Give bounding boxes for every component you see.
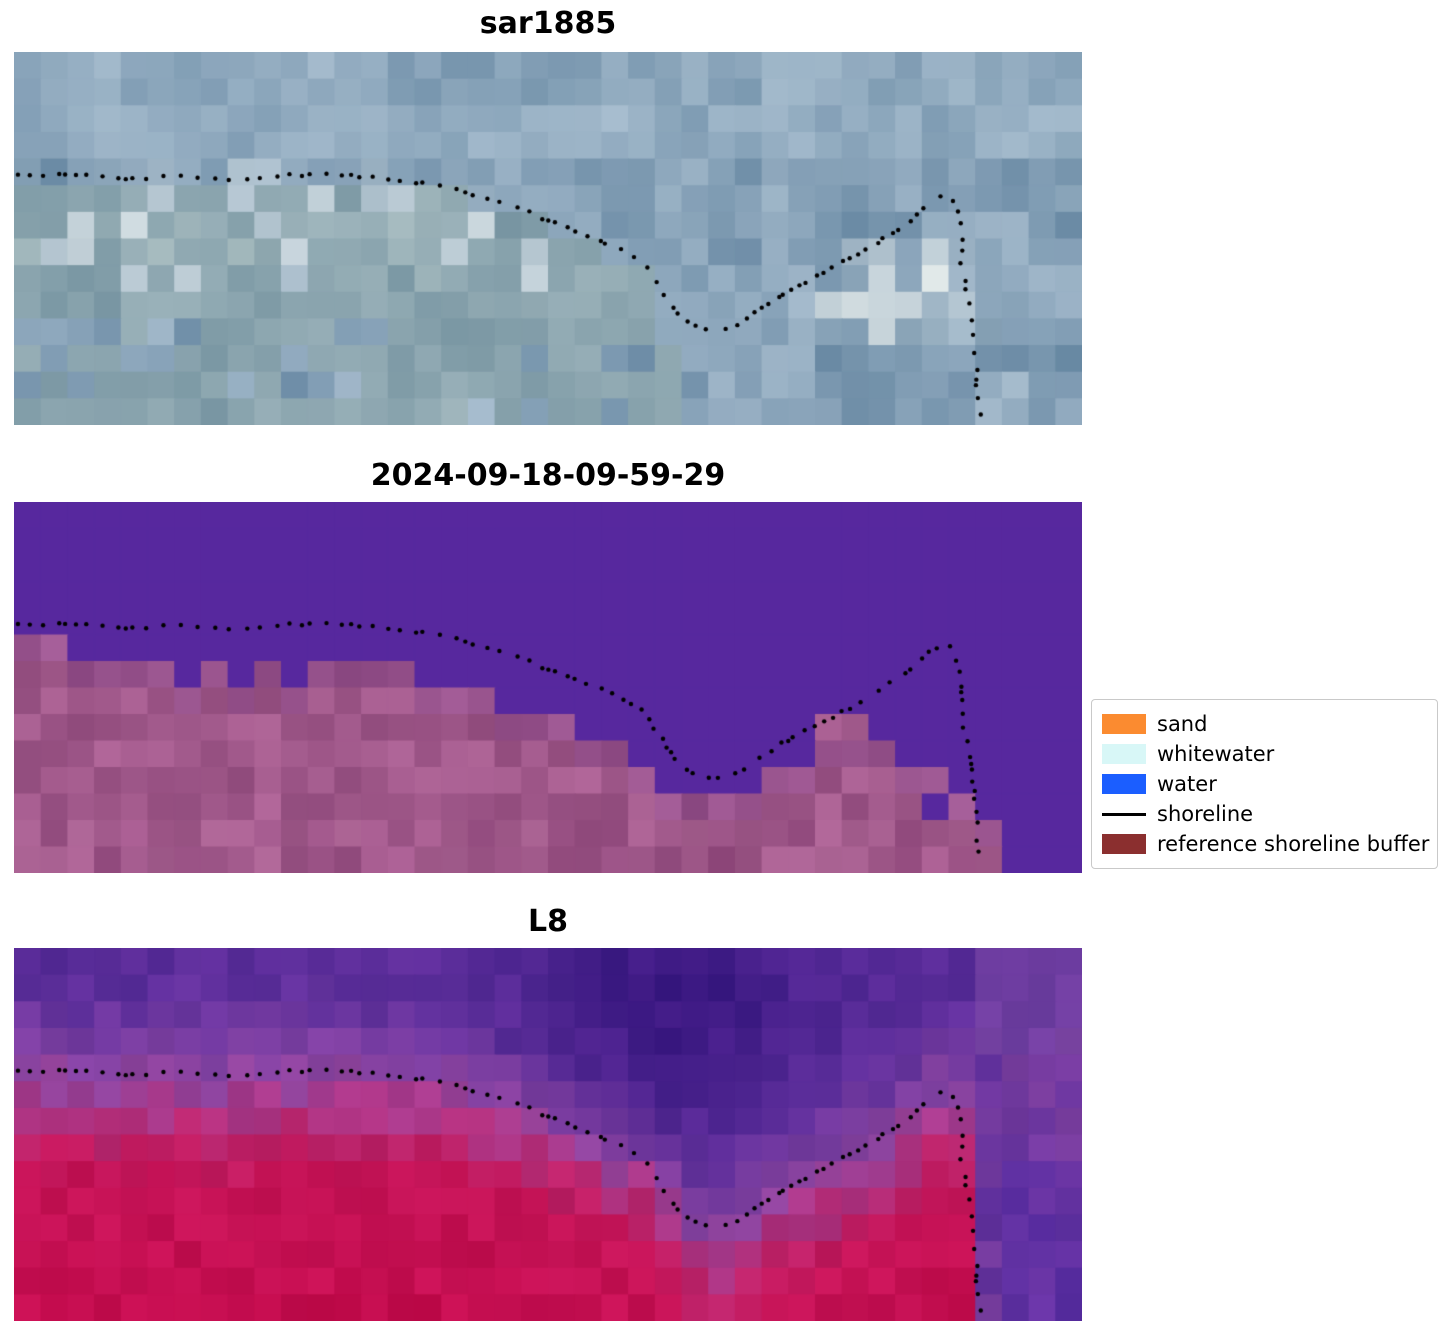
legend-item-sand: sand bbox=[1102, 709, 1427, 739]
legend-label-whitewater: whitewater bbox=[1157, 742, 1275, 766]
sand-swatch-icon bbox=[1102, 714, 1146, 734]
panel-image-l8 bbox=[14, 948, 1082, 1321]
legend: sand whitewater water shoreline referenc… bbox=[1091, 699, 1438, 869]
panel-image-sar1885 bbox=[14, 52, 1082, 425]
legend-item-water: water bbox=[1102, 769, 1427, 799]
water-swatch-icon bbox=[1102, 774, 1146, 794]
legend-item-reference-buffer: reference shoreline buffer bbox=[1102, 829, 1430, 859]
shoreline-line-icon bbox=[1102, 812, 1146, 816]
legend-label-reference-buffer: reference shoreline buffer bbox=[1157, 832, 1430, 856]
legend-label-sand: sand bbox=[1157, 712, 1208, 736]
legend-label-water: water bbox=[1157, 772, 1217, 796]
panel-title-date: 2024-09-18-09-59-29 bbox=[370, 458, 726, 493]
panel-title-l8: L8 bbox=[528, 904, 568, 939]
legend-item-whitewater: whitewater bbox=[1102, 739, 1427, 769]
reference-buffer-swatch-icon bbox=[1102, 834, 1146, 854]
panel-image-classified bbox=[14, 502, 1082, 873]
panel-title-sar1885: sar1885 bbox=[479, 6, 617, 41]
whitewater-swatch-icon bbox=[1102, 744, 1146, 764]
legend-item-shoreline: shoreline bbox=[1102, 799, 1427, 829]
legend-label-shoreline: shoreline bbox=[1157, 802, 1254, 826]
